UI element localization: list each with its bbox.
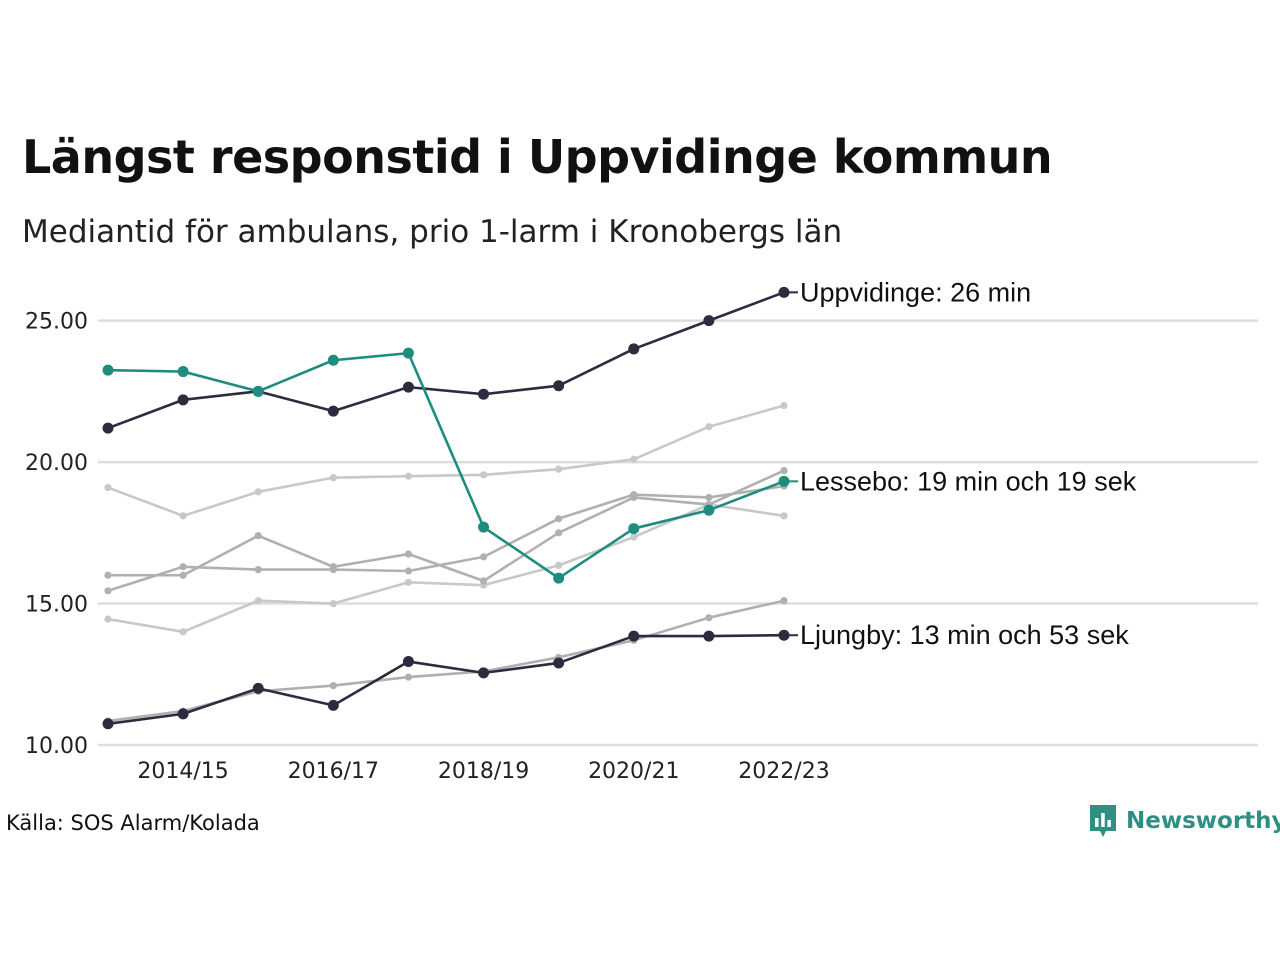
highlight-data-point	[102, 364, 114, 376]
highlight-data-point	[628, 523, 640, 535]
highlight-data-point	[177, 708, 189, 720]
highlight-data-point	[252, 385, 264, 397]
highlight-data-point	[628, 343, 640, 355]
x-tick-label: 2022/23	[738, 759, 829, 784]
background-data-point	[630, 533, 638, 541]
highlight-data-point	[327, 405, 339, 417]
background-data-point	[329, 681, 337, 690]
x-tick-label: 2018/19	[438, 759, 529, 784]
background-series-line	[107, 404, 785, 518]
background-data-point	[780, 512, 788, 520]
highlight-data-point	[327, 354, 339, 366]
highlight-data-point	[177, 394, 189, 406]
y-tick-label: 10.00	[25, 734, 88, 759]
highlight-series-line	[107, 633, 785, 726]
background-data-point	[104, 615, 112, 623]
background-data-point	[404, 472, 413, 480]
background-data-point	[254, 488, 262, 496]
y-tick-label: 20.00	[25, 451, 88, 476]
background-data-point	[179, 628, 187, 636]
background-data-point	[404, 673, 413, 681]
grid-lines	[98, 319, 1258, 747]
background-data-point	[780, 597, 788, 605]
highlight-series-line	[107, 351, 785, 580]
background-data-point	[705, 614, 713, 622]
y-tick-label: 25.00	[25, 310, 88, 335]
background-data-point	[479, 577, 488, 585]
background-data-point	[104, 571, 112, 579]
highlight-data-point	[402, 347, 414, 359]
background-data-point	[404, 550, 413, 558]
highlight-data-point	[102, 422, 114, 434]
background-series-line	[107, 484, 785, 593]
background-data-point	[254, 597, 262, 605]
highlight-series-line	[107, 291, 785, 430]
background-data-point	[329, 474, 337, 482]
highlight-data-point	[553, 657, 565, 669]
background-series-line	[107, 599, 785, 723]
highlight-data-point	[402, 656, 414, 668]
background-data-point	[479, 471, 488, 479]
background-data-point	[479, 553, 488, 561]
series-labels: Uppvidinge: 26 min Lessebo: 19 min och 19…	[784, 277, 1137, 650]
background-data-point	[555, 465, 563, 473]
background-data-point	[329, 599, 337, 608]
highlight-data-point	[703, 630, 715, 642]
background-series	[104, 401, 788, 725]
highlight-data-point	[478, 388, 490, 400]
background-data-point	[630, 455, 638, 463]
highlight-data-point	[553, 380, 565, 392]
source-note: Källa: SOS Alarm/Kolada	[6, 811, 260, 835]
background-data-point	[780, 401, 788, 410]
highlight-data-point	[553, 572, 565, 584]
highlight-data-point	[102, 718, 114, 730]
series-end-label: Lessebo: 19 min och 19 sek	[800, 466, 1137, 496]
background-data-point	[254, 532, 262, 540]
background-data-point	[555, 529, 563, 537]
chart-title: Längst responstid i Uppvidinge kommun	[22, 130, 1053, 184]
highlight-data-point	[177, 366, 189, 378]
background-data-point	[179, 563, 187, 571]
background-data-point	[254, 565, 262, 574]
series-end-label: Ljungby: 13 min och 53 sek	[800, 620, 1129, 650]
brand-name: Newsworthy	[1126, 808, 1280, 834]
highlight-data-point	[252, 682, 264, 694]
highlight-data-point	[703, 504, 715, 516]
background-data-point	[179, 571, 187, 579]
x-axis-tick-labels: 2014/15 2016/17 2018/19 2020/21 2022/23	[137, 759, 829, 784]
background-data-point	[705, 423, 713, 431]
highlight-data-point	[703, 315, 715, 327]
highlighted-series	[102, 286, 790, 730]
background-data-point	[630, 491, 638, 499]
background-data-point	[404, 567, 413, 575]
x-tick-label: 2020/21	[588, 759, 679, 784]
background-data-point	[555, 561, 563, 569]
background-data-point	[404, 578, 413, 586]
highlight-data-point	[478, 521, 490, 533]
series-end-label: Uppvidinge: 26 min	[800, 277, 1031, 307]
background-data-point	[104, 483, 112, 492]
newsworthy-logo[interactable]: Newsworthy	[1088, 803, 1280, 839]
background-data-point	[179, 512, 187, 520]
newsworthy-chart-icon	[1090, 805, 1116, 837]
chart-subtitle: Mediantid för ambulans, prio 1-larm i Kr…	[22, 214, 843, 250]
highlight-data-point	[478, 667, 490, 679]
background-series-line	[108, 469, 785, 583]
x-tick-label: 2014/15	[137, 759, 228, 784]
x-tick-label: 2016/17	[288, 759, 379, 784]
background-data-point	[329, 565, 337, 574]
background-data-point	[555, 515, 563, 523]
highlight-data-point	[628, 630, 640, 642]
highlight-data-point	[327, 699, 339, 711]
y-axis-tick-labels: 10.00 15.00 20.00 25.00	[25, 310, 88, 759]
y-tick-label: 15.00	[25, 593, 88, 618]
background-series-line	[107, 503, 785, 634]
background-data-point	[780, 466, 788, 475]
background-data-point	[104, 587, 112, 595]
background-data-point	[705, 493, 713, 502]
highlight-data-point	[402, 381, 414, 393]
